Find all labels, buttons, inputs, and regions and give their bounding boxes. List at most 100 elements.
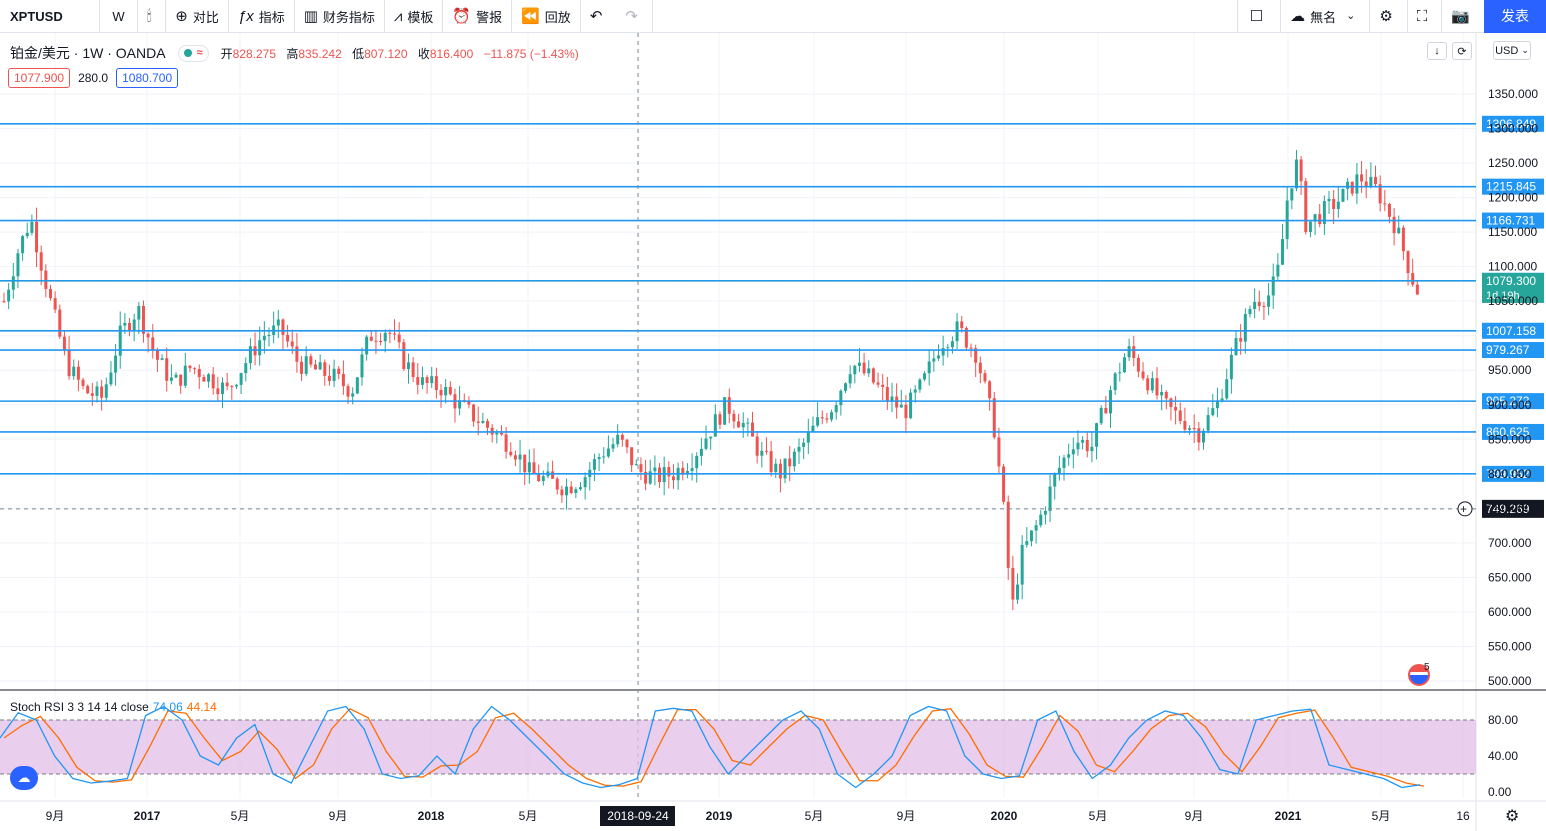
- candle-down: [1178, 410, 1182, 421]
- reset-scale-button[interactable]: ⟳: [1452, 42, 1472, 60]
- candle-up: [890, 396, 894, 402]
- fullscreen-button[interactable]: ⛶: [1408, 0, 1443, 33]
- candle-down: [346, 386, 350, 397]
- publish-button[interactable]: 发表: [1484, 0, 1546, 33]
- candle-down: [560, 489, 564, 496]
- time-axis-label: 2021: [1275, 809, 1302, 823]
- legend-title: 铂金/美元 · 1W · OANDA: [10, 45, 166, 61]
- candle-down: [67, 349, 71, 377]
- layout-select-button[interactable]: ☐: [1238, 0, 1282, 33]
- chevron-down-icon: ⌄: [1521, 45, 1529, 55]
- stoch-rsi-d-line: [3, 707, 1425, 787]
- candle-down: [671, 476, 675, 481]
- candle-down: [411, 362, 415, 378]
- candle-up: [941, 348, 945, 356]
- candle-up: [834, 405, 838, 413]
- candle-up: [7, 289, 11, 302]
- candle-down: [1299, 159, 1303, 182]
- candle-up: [221, 382, 225, 395]
- scroll-down-button[interactable]: ↓: [1427, 42, 1447, 60]
- symbol-search-button[interactable]: XPTUSD: [0, 0, 100, 33]
- candle-up: [1308, 221, 1312, 233]
- candle-up: [248, 346, 252, 364]
- candle-up: [713, 414, 717, 437]
- chart-type-button[interactable]: 🕯: [138, 0, 167, 33]
- sell-price-button[interactable]: 1077.900: [8, 68, 71, 88]
- add-alert-icon[interactable]: [1457, 501, 1473, 517]
- financials-button[interactable]: ▥ 财务指标: [295, 0, 385, 33]
- candle-down: [718, 414, 722, 425]
- interval-button[interactable]: W: [100, 0, 138, 33]
- currency-button[interactable]: USD ⌄: [1493, 41, 1531, 60]
- candle-up: [606, 448, 610, 457]
- candle-down: [486, 421, 490, 428]
- candle-up: [1062, 457, 1066, 468]
- candle-up: [95, 386, 99, 396]
- templates-icon: ⩘: [393, 7, 403, 25]
- candle-down: [895, 396, 899, 408]
- price-axis-tick: 1100.000: [1488, 260, 1537, 274]
- alarm-clock-icon: ⏰: [452, 7, 472, 25]
- candle-down: [490, 427, 494, 435]
- candle-down: [39, 252, 43, 271]
- replay-button[interactable]: ⏪ 回放: [512, 0, 581, 33]
- candle-up: [1206, 415, 1210, 431]
- redo-button[interactable]: ↷: [616, 0, 653, 33]
- price-axis-tick: 800.000: [1488, 467, 1532, 481]
- candle-down: [509, 451, 513, 456]
- candle-down: [230, 386, 234, 388]
- indicators-button[interactable]: ƒx 指标: [229, 0, 295, 33]
- us-flag-icon[interactable]: [1408, 664, 1430, 686]
- candle-down: [1002, 466, 1006, 502]
- candle-up: [709, 436, 713, 439]
- candle-up: [527, 462, 531, 473]
- layout-name-button[interactable]: ☁ 無名 ⌄: [1281, 0, 1371, 33]
- candle-down: [225, 382, 229, 387]
- candle-up: [21, 236, 25, 254]
- countdown-text: 1d 19h: [1486, 290, 1520, 302]
- chevron-down-icon: ⌄: [1346, 9, 1356, 22]
- candle-up: [602, 456, 606, 458]
- candle-down: [1183, 420, 1187, 430]
- undo-icon: ↶: [589, 7, 603, 25]
- candle-up: [137, 306, 141, 320]
- candle-down: [751, 422, 755, 437]
- compare-button[interactable]: ⊕ 对比: [166, 0, 229, 33]
- candle-down: [1411, 273, 1415, 285]
- candle-down: [969, 347, 973, 349]
- market-status-badge[interactable]: ≈: [177, 44, 209, 62]
- candle-up: [365, 336, 369, 355]
- price-axis-tick: 1050.000: [1488, 294, 1538, 308]
- candle-down: [978, 362, 982, 374]
- templates-button[interactable]: ⩘ 模板: [385, 0, 444, 33]
- candle-down: [48, 289, 52, 299]
- candle-down: [281, 319, 285, 335]
- level-price-label: [1482, 212, 1544, 229]
- candle-up: [844, 383, 848, 391]
- chart-canvas[interactable]: 1306.8491215.8451166.7311079.5081007.158…: [0, 33, 1546, 831]
- close-value: 816.400: [429, 46, 474, 61]
- candle-down: [286, 334, 290, 342]
- settings-button[interactable]: ⚙: [1370, 0, 1408, 33]
- candle-down: [625, 439, 629, 448]
- candle-up: [1355, 174, 1359, 194]
- gear-icon[interactable]: ⚙: [1505, 808, 1520, 825]
- stoch-rsi-k-line: [0, 705, 1421, 789]
- candle-up: [1118, 372, 1122, 374]
- candle-down: [825, 418, 829, 420]
- candle-down: [313, 364, 317, 370]
- buy-price-button[interactable]: 1080.700: [116, 68, 179, 88]
- price-axis-tick: 1300.000: [1488, 122, 1538, 136]
- candle-down: [644, 471, 648, 484]
- level-price-text: 799.952: [1486, 467, 1530, 481]
- candle-up: [699, 448, 703, 456]
- candle-up: [1211, 408, 1215, 416]
- candle-up: [1057, 467, 1061, 475]
- undo-button[interactable]: ↶: [581, 0, 617, 33]
- alert-button[interactable]: ⏰ 警报: [443, 0, 513, 33]
- tradingview-logo-icon[interactable]: ☁: [10, 766, 38, 790]
- snapshot-button[interactable]: 📷: [1442, 0, 1484, 33]
- candle-down: [1360, 174, 1364, 182]
- candle-down: [1387, 204, 1391, 217]
- time-axis-label: 9月: [329, 809, 348, 823]
